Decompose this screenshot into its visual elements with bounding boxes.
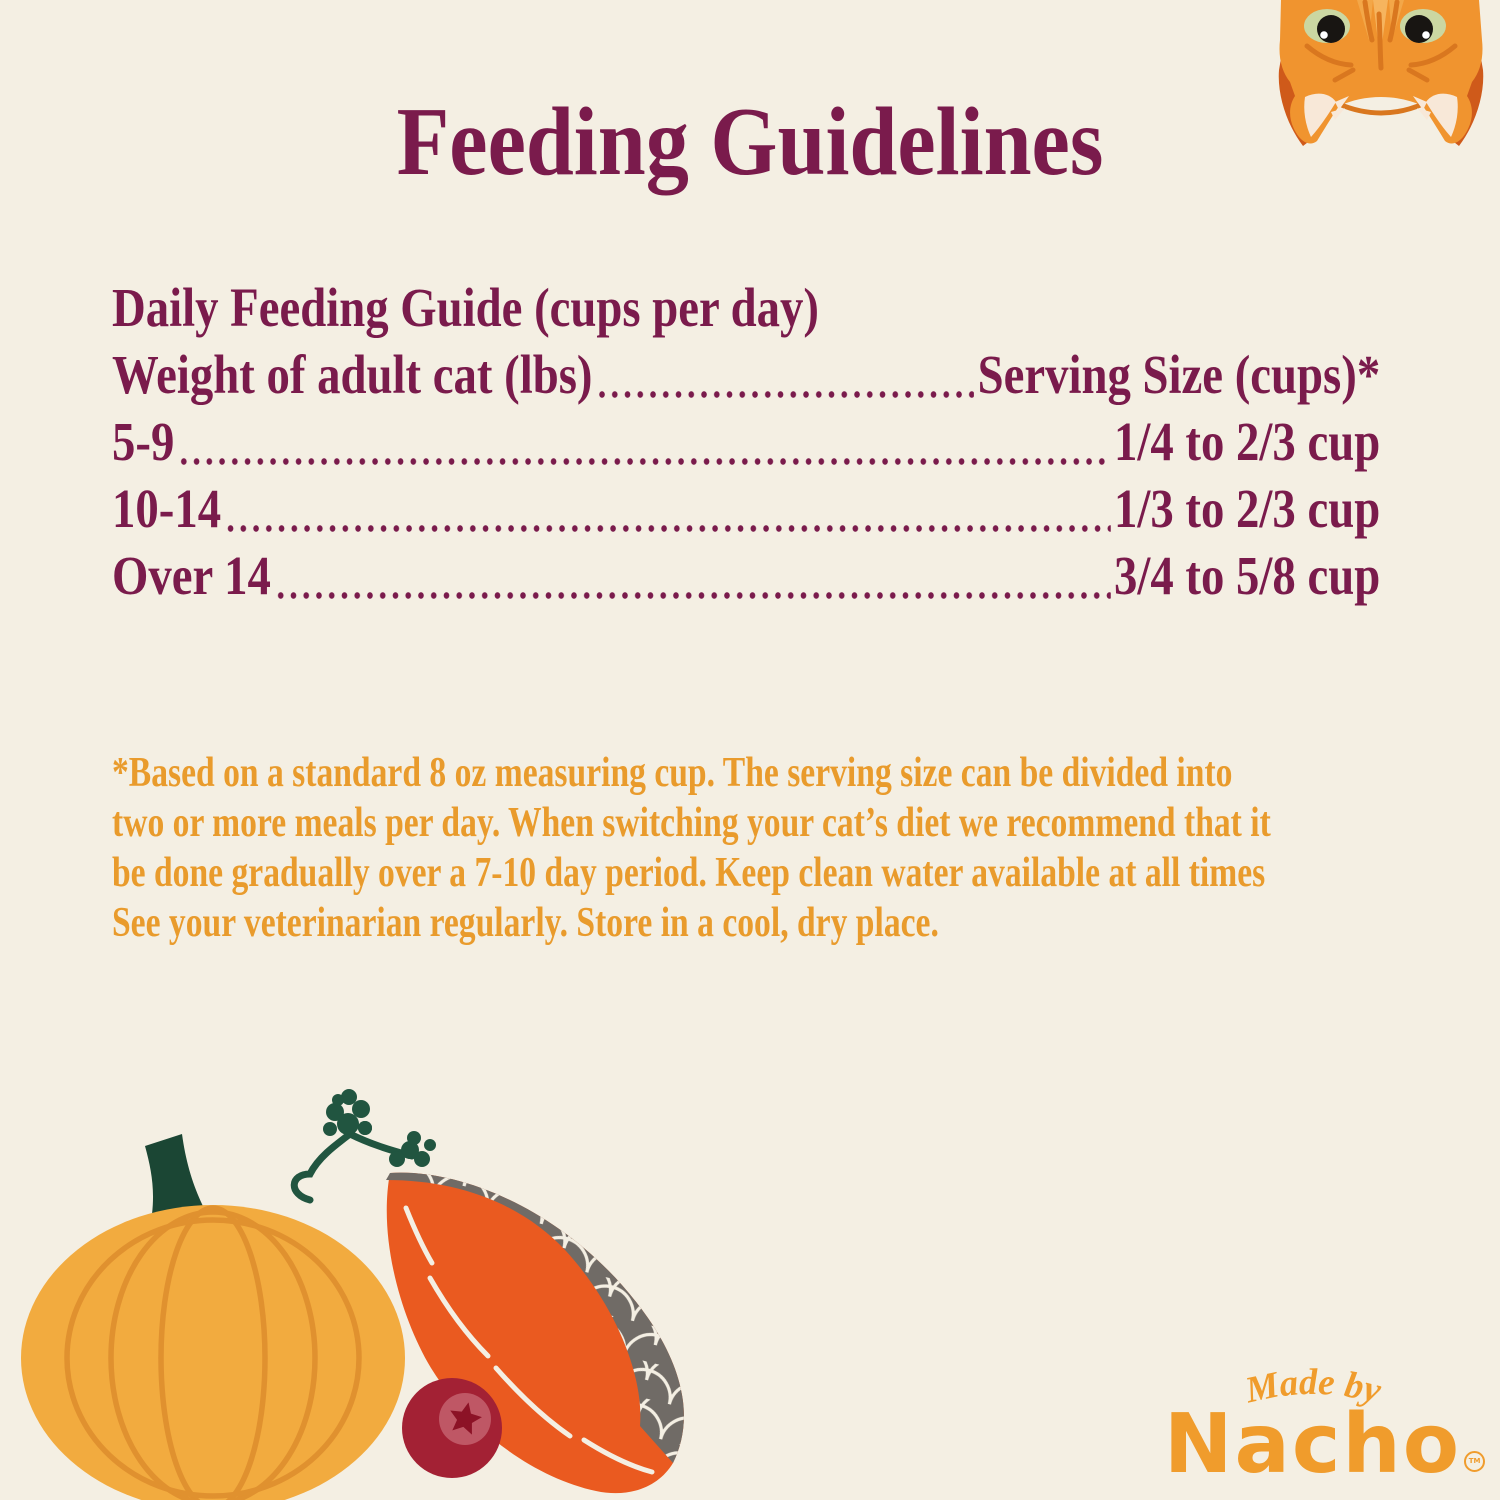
pumpkin-ribs [64,1205,362,1500]
table-row: 5-9 1/4 to 2/3 cup [112,410,1380,477]
leader-dots [274,591,1111,600]
leader-dots [177,457,1111,466]
serving-column-header: Serving Size (cups)* [977,344,1381,405]
footnote-line: be done gradually over a 7-10 day period… [112,850,1266,896]
table-row: Over 14 3/4 to 5/8 cup [112,544,1380,611]
weight-range: 10-14 [112,478,222,539]
cranberry-calyx-star [450,1402,482,1435]
logo-tagline-arc: Made by [1240,1362,1385,1412]
salmon-flesh [386,1172,684,1494]
parsley-illustration [290,1089,436,1204]
guide-heading-row: Daily Feeding Guide (cups per day) [112,276,1380,343]
cranberry-illustration [402,1378,502,1478]
food-ingredients-illustration [21,1089,684,1500]
footnote: *Based on a standard 8 oz measuring cup.… [112,748,1271,948]
footnote-line: *Based on a standard 8 oz measuring cup.… [112,750,1233,796]
feeding-guide-table: Daily Feeding Guide (cups per day) Weigh… [112,276,1380,611]
footnote-line: two or more meals per day. When switchin… [112,800,1271,846]
serving-size: 1/4 to 2/3 cup [1113,411,1381,472]
cat-face-illustration [1278,0,1484,146]
page-title: Feeding Guidelines [396,88,1104,196]
leader-dots [224,524,1111,533]
brand-name: Nacho TM [1164,1404,1486,1486]
footnote-line: See your veterinarian regularly. Store i… [112,900,939,946]
leader-dots [595,390,975,399]
table-row: 10-14 1/3 to 2/3 cup [112,477,1380,544]
cat-stripes [1304,0,1458,116]
brand-name-text: Nacho [1163,1397,1462,1492]
serving-size: 3/4 to 5/8 cup [1113,545,1381,606]
cat-right-inner-ear [1426,93,1458,137]
made-by-nacho-logo: Made by Nacho TM [1140,1360,1486,1500]
pumpkin-stem [145,1134,204,1214]
weight-range: Over 14 [112,545,271,606]
trademark-icon: TM [1464,1451,1486,1472]
cat-eyes [1304,9,1446,43]
cat-ear-tufts [1331,96,1431,120]
cat-left-inner-ear [1304,93,1336,137]
weight-range: 5-9 [112,411,175,472]
pumpkin-illustration [21,1134,405,1500]
serving-size: 1/3 to 2/3 cup [1113,478,1381,539]
salmon-flesh-lines [403,1205,655,1475]
weight-column-header: Weight of adult cat (lbs) [112,344,593,405]
guide-heading: Daily Feeding Guide (cups per day) [112,277,819,338]
guide-columns-row: Weight of adult cat (lbs) Serving Size (… [112,343,1380,410]
